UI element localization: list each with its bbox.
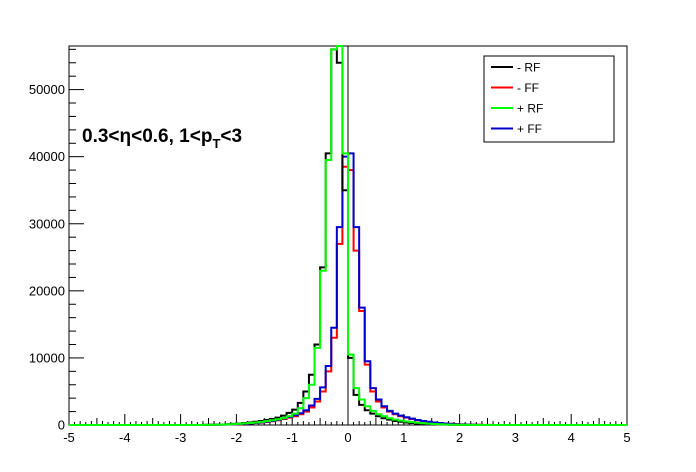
x-tick-label: -2 (231, 430, 243, 445)
x-tick-label: 1 (400, 430, 407, 445)
y-tick-label: 20000 (29, 283, 65, 298)
series-step-line-3 (69, 45, 627, 426)
y-tick-label: 30000 (29, 216, 65, 231)
x-tick-label: 5 (623, 430, 630, 445)
y-tick-label: 50000 (29, 82, 65, 97)
legend-label-3: + RF (517, 102, 543, 116)
x-tick-label: -4 (119, 430, 131, 445)
y-tick-label: 40000 (29, 149, 65, 164)
legend-label-1: - RF (517, 61, 540, 75)
x-tick-label: -1 (286, 430, 298, 445)
x-tick-label: -5 (63, 430, 75, 445)
legend-label-4: + FF (517, 122, 542, 136)
annotation-main: 0.3<η<0.6, 1<p (82, 126, 212, 147)
legend-label-2: - FF (517, 81, 539, 95)
legend: - RF - FF + RF + FF (483, 55, 615, 143)
eta-pt-annotation: 0.3<η<0.6, 1<pT<3 (82, 126, 242, 151)
x-tick-label: 4 (568, 430, 575, 445)
y-tick-label: 10000 (29, 350, 65, 365)
x-tick-label: 2 (456, 430, 463, 445)
x-tick-label: 3 (512, 430, 519, 445)
y-tick-label: 0 (58, 418, 65, 433)
annotation-tail: <3 (220, 126, 242, 147)
x-tick-label: 0 (344, 430, 351, 445)
annotation-subscript: T (212, 136, 220, 151)
x-tick-label: -3 (175, 430, 187, 445)
